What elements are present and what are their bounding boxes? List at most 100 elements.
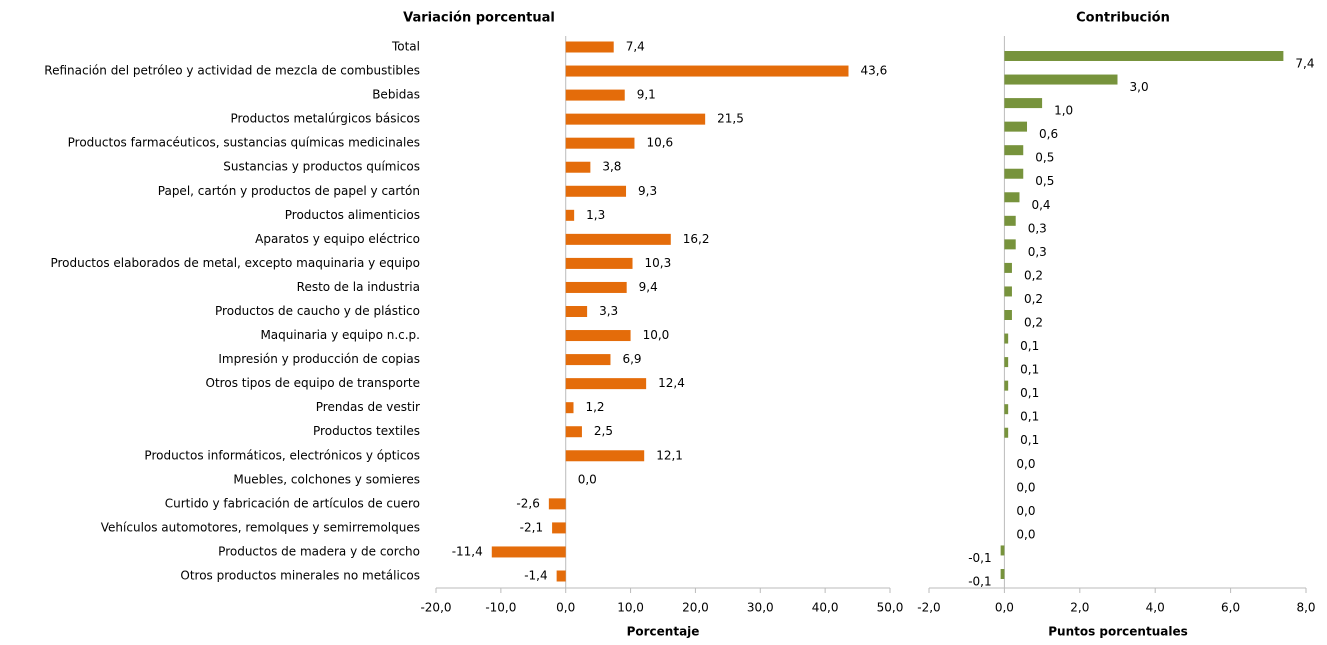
bar: [565, 161, 591, 173]
data-label: 0,1: [1020, 339, 1039, 353]
category-label: Sustancias y productos químicos: [223, 160, 420, 174]
x-axis-title: Porcentaje: [627, 625, 700, 639]
data-label: 0,3: [1028, 245, 1047, 259]
category-label: Curtido y fabricación de artículos de cu…: [165, 496, 420, 510]
x-tick-label: -2,0: [917, 601, 940, 615]
data-label: -2,1: [520, 520, 543, 534]
bar: [565, 41, 614, 53]
data-label: -0,1: [968, 551, 991, 565]
category-label: Aparatos y equipo eléctrico: [255, 232, 420, 246]
x-tick-label: 20,0: [682, 601, 709, 615]
bar: [1004, 121, 1028, 132]
chart-title: Contribución: [1076, 11, 1170, 26]
data-label: 6,9: [622, 352, 641, 366]
bar: [565, 89, 625, 101]
bar: [1004, 74, 1118, 85]
bar: [1004, 215, 1016, 226]
data-label: 2,5: [594, 424, 613, 438]
data-label: 0,0: [1016, 457, 1035, 471]
bar: [1004, 239, 1016, 250]
category-label: Impresión y producción de copias: [218, 352, 420, 366]
data-label: 0,5: [1035, 174, 1054, 188]
data-label: 0,0: [1016, 480, 1035, 494]
category-label: Vehículos automotores, remolques y semir…: [101, 520, 420, 534]
x-tick-label: 10,0: [617, 601, 644, 615]
data-label: 21,5: [717, 112, 744, 126]
x-tick-label: 0,0: [995, 601, 1014, 615]
data-label: 1,3: [586, 208, 605, 222]
category-label: Otros productos minerales no metálicos: [180, 569, 420, 583]
bar: [1004, 286, 1012, 297]
data-label: 43,6: [860, 64, 887, 78]
x-tick-label: 0,0: [556, 601, 575, 615]
data-label: 0,0: [1016, 527, 1035, 541]
category-label: Maquinaria y equipo n.c.p.: [260, 328, 420, 342]
data-label: 9,4: [639, 280, 658, 294]
bar: [1004, 333, 1009, 344]
category-label: Productos de madera y de corcho: [218, 544, 420, 558]
x-tick-label: 6,0: [1221, 601, 1240, 615]
data-label: 1,0: [1054, 104, 1073, 118]
data-label: 9,1: [637, 88, 656, 102]
category-label: Productos farmacéuticos, sustancias quím…: [68, 136, 420, 150]
x-axis-title: Puntos porcentuales: [1048, 625, 1188, 639]
bar: [1000, 545, 1005, 556]
bar: [1004, 51, 1284, 61]
category-label: Otros tipos de equipo de transporte: [206, 376, 420, 390]
category-label: Productos metalúrgicos básicos: [231, 112, 420, 126]
bar: [1004, 98, 1043, 109]
category-label: Productos de caucho y de plástico: [215, 304, 420, 318]
data-label: 0,0: [578, 472, 597, 486]
data-label: -0,1: [968, 575, 991, 589]
data-label: 0,1: [1020, 386, 1039, 400]
category-label: Total: [391, 40, 420, 54]
bar: [565, 65, 849, 77]
data-label: 16,2: [683, 232, 710, 246]
category-label: Productos elaborados de metal, excepto m…: [50, 256, 420, 270]
x-tick-label: 4,0: [1146, 601, 1165, 615]
bar: [556, 570, 566, 582]
bar: [565, 233, 671, 245]
data-label: 7,4: [1295, 57, 1314, 71]
bar: [1004, 404, 1009, 415]
bar: [1004, 357, 1009, 368]
bar: [565, 257, 633, 269]
bar: [565, 306, 588, 317]
category-label: Muebles, colchones y somieres: [233, 472, 420, 486]
data-label: 0,2: [1024, 292, 1043, 306]
x-tick-label: 8,0: [1296, 601, 1315, 615]
category-label: Productos alimenticios: [285, 208, 420, 222]
data-label: 3,0: [1130, 80, 1149, 94]
bar: [1004, 427, 1009, 438]
bar: [565, 185, 627, 197]
data-label: 3,3: [599, 304, 618, 318]
data-label: 10,0: [643, 328, 670, 342]
x-tick-label: 40,0: [812, 601, 839, 615]
data-label: 0,4: [1031, 198, 1050, 212]
bar: [1004, 262, 1012, 273]
bar: [565, 281, 627, 293]
data-label: 0,2: [1024, 316, 1043, 330]
bar: [552, 522, 566, 534]
x-tick-label: 30,0: [747, 601, 774, 615]
bar: [1000, 569, 1005, 579]
data-label: 0,0: [1016, 504, 1035, 518]
bar: [565, 426, 582, 438]
chart-title: Variación porcentual: [403, 11, 555, 26]
bar: [565, 113, 706, 125]
data-label: 0,2: [1024, 268, 1043, 282]
category-label: Prendas de vestir: [316, 400, 420, 414]
data-label: 0,1: [1020, 363, 1039, 377]
x-tick-label: -20,0: [420, 601, 451, 615]
data-label: 7,4: [626, 40, 645, 54]
data-label: -11,4: [452, 544, 483, 558]
bar: [1004, 145, 1024, 156]
data-label: 3,8: [602, 160, 621, 174]
data-label: 12,1: [656, 448, 683, 462]
data-label: 0,5: [1035, 151, 1054, 165]
category-label: Refinación del petróleo y actividad de m…: [44, 64, 420, 78]
x-tick-label: 50,0: [877, 601, 904, 615]
bar: [565, 354, 611, 366]
bar: [491, 546, 566, 558]
bar: [565, 330, 631, 342]
